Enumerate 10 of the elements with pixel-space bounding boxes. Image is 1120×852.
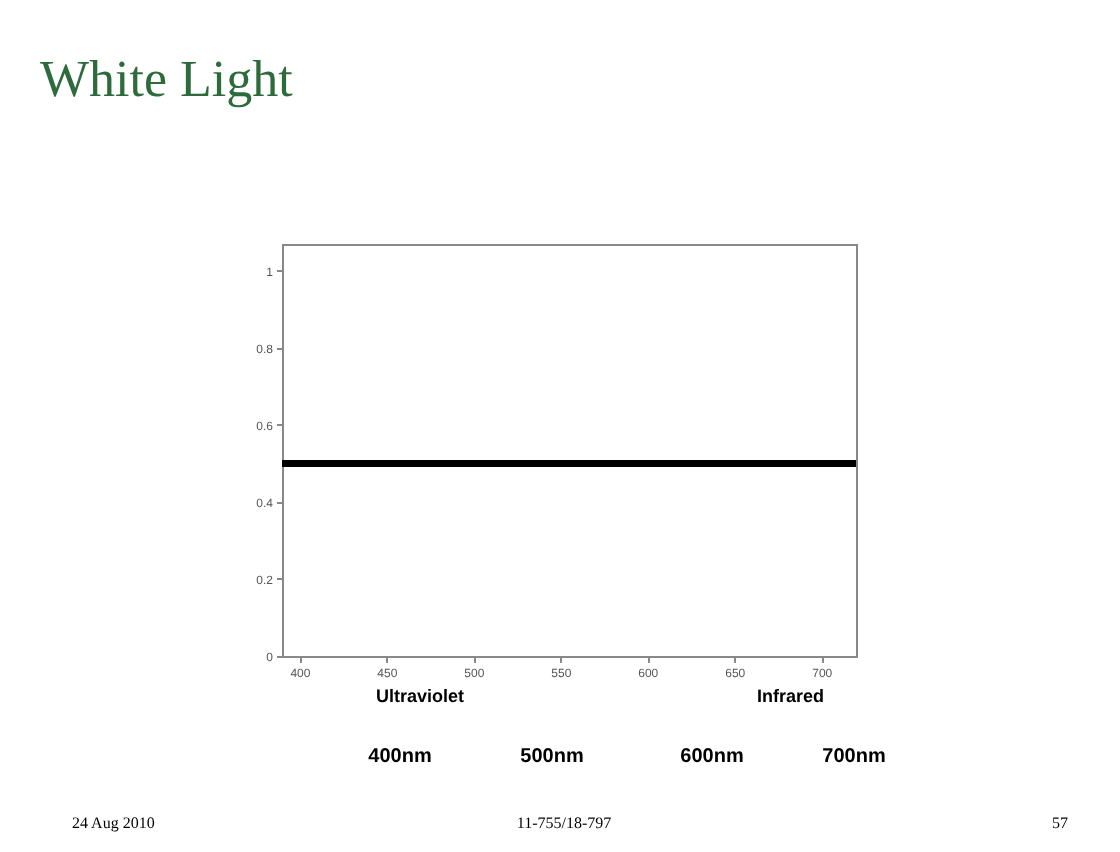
chart-title: White Light — [40, 50, 295, 108]
text: 11-755/18-797 — [516, 814, 612, 832]
text: 24 Aug 2010 — [72, 814, 155, 832]
text: Infrared — [756, 686, 824, 706]
text: 600nm — [680, 746, 744, 768]
text: 57 — [1052, 814, 1068, 832]
text: 400nm — [368, 746, 432, 768]
text: 500nm — [520, 746, 584, 768]
text: 700nm — [822, 746, 886, 768]
text: Ultraviolet — [376, 686, 465, 706]
